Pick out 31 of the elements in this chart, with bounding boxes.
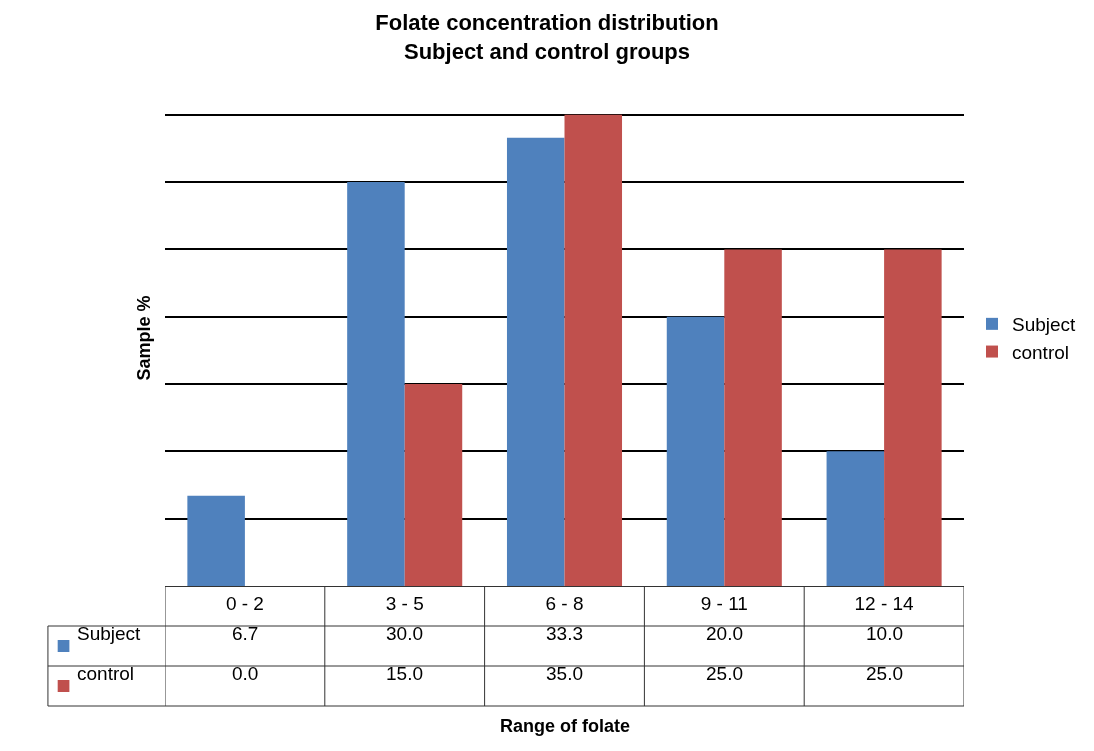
y-axis-title: Sample % xyxy=(134,295,155,381)
bar xyxy=(347,182,405,586)
bar xyxy=(666,316,725,586)
data-label: 6.7 xyxy=(232,623,259,644)
chart-title: Folate concentration distribution Subject and control groups xyxy=(375,10,719,64)
data-label: 35.0 xyxy=(546,663,583,684)
data-label: 0.0 xyxy=(232,663,259,684)
text: Subject xyxy=(1011,314,1076,336)
data-label: 20.0 xyxy=(706,623,743,644)
data-label: 25.0 xyxy=(866,663,903,684)
bar xyxy=(404,384,463,586)
x-tick-label: 12 - 14 xyxy=(854,592,915,614)
text: control xyxy=(77,663,135,684)
data-label: 15.0 xyxy=(386,663,423,684)
bar xyxy=(826,451,885,586)
x-tick-label: 9 - 11 xyxy=(700,592,748,614)
bar xyxy=(564,114,623,586)
bar xyxy=(724,249,782,586)
legend-label: Subject xyxy=(77,623,142,644)
x-tick-label: 3 - 5 xyxy=(385,592,424,614)
text: Range of folate xyxy=(500,716,631,736)
data-label: 25.0 xyxy=(706,663,743,684)
bar xyxy=(884,249,942,586)
bar xyxy=(506,137,565,586)
x-tick-label: 6 - 8 xyxy=(545,592,584,614)
legend-label: control xyxy=(1011,341,1070,363)
data-label: 30.0 xyxy=(386,623,423,644)
bar xyxy=(187,495,245,586)
data-label: 10.0 xyxy=(866,623,903,644)
data-label: 33.3 xyxy=(546,623,583,644)
x-tick-label: 0 - 2 xyxy=(225,592,264,614)
